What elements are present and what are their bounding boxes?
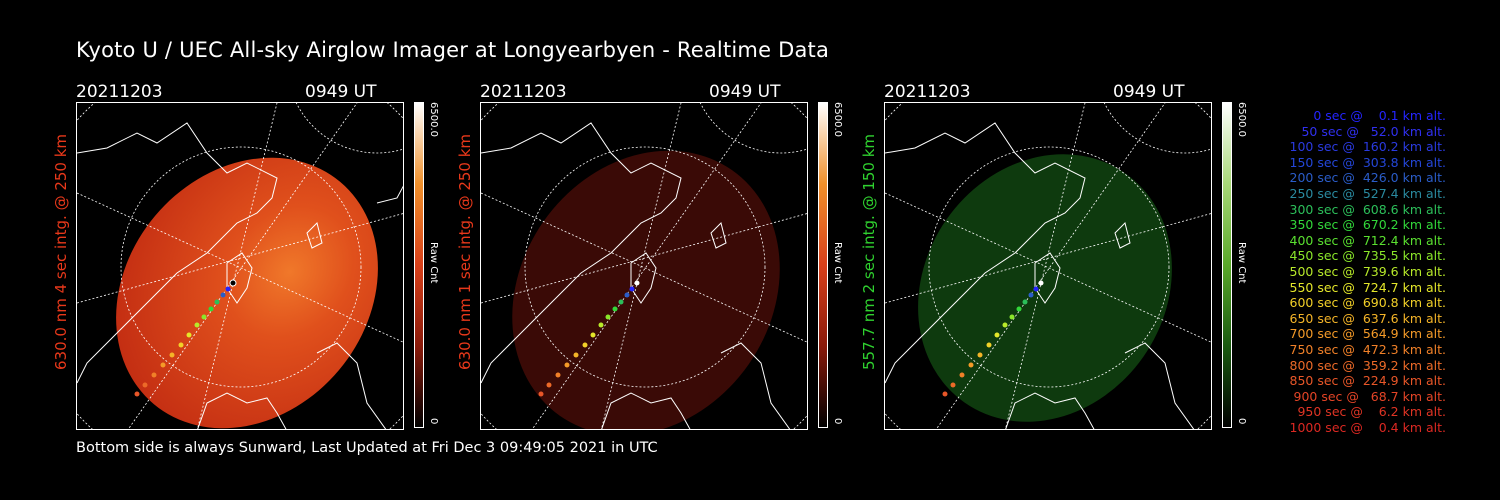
panel-date: 20211203 xyxy=(884,82,971,102)
airglow-disc xyxy=(918,154,1172,422)
panel-time: 0949 UT xyxy=(709,82,781,102)
colorbar xyxy=(1222,102,1232,428)
legend-row: 100 sec @ 160.2 km alt. xyxy=(1285,139,1447,155)
colorbar-min: 0 xyxy=(428,418,439,425)
colorbar-min: 0 xyxy=(1236,418,1247,425)
legend-row: 750 sec @ 472.3 km alt. xyxy=(1285,341,1447,357)
map-image xyxy=(481,103,807,429)
imager-panel-1: 20211203 0949 UT 630.0 nm 4 sec intg. @ … xyxy=(52,78,476,438)
colorbar-unit: Raw Cnt xyxy=(1236,242,1247,284)
legend-row: 850 sec @ 224.9 km alt. xyxy=(1285,373,1447,389)
legend-row: 900 sec @ 68.7 km alt. xyxy=(1289,388,1446,404)
panel-wavelength-label: 630.0 nm 1 sec intg. @ 250 km xyxy=(456,133,474,370)
legend-row: 150 sec @ 303.8 km alt. xyxy=(1285,154,1447,170)
panel-time: 0949 UT xyxy=(305,82,377,102)
allsky-map xyxy=(480,102,808,430)
colorbar-min: 0 xyxy=(832,418,843,425)
legend-row: 700 sec @ 564.9 km alt. xyxy=(1285,326,1447,342)
panel-date: 20211203 xyxy=(76,82,163,102)
colorbar-max: 6500.0 xyxy=(428,102,439,137)
legend-row: 250 sec @ 527.4 km alt. xyxy=(1285,185,1447,201)
colorbar-max: 6500.0 xyxy=(832,102,843,137)
airglow-disc xyxy=(116,157,378,429)
map-image xyxy=(885,103,1211,429)
legend-row: 400 sec @ 712.4 km alt. xyxy=(1285,232,1447,248)
legend-row: 0 sec @ 0.1 km alt. xyxy=(1301,108,1446,123)
legend-row: 950 sec @ 6.2 km alt. xyxy=(1293,404,1446,420)
colorbar-unit: Raw Cnt xyxy=(428,242,439,284)
panel-time: 0949 UT xyxy=(1113,82,1185,102)
allsky-map xyxy=(884,102,1212,430)
legend-row: 550 sec @ 724.7 km alt. xyxy=(1285,279,1447,295)
panel-wavelength-label: 630.0 nm 4 sec intg. @ 250 km xyxy=(52,133,70,370)
airglow-disc xyxy=(512,150,780,429)
allsky-map xyxy=(76,102,404,430)
legend-row: 350 sec @ 670.2 km alt. xyxy=(1285,217,1447,233)
legend-row: 800 sec @ 359.2 km alt. xyxy=(1285,357,1447,373)
panel-date: 20211203 xyxy=(480,82,567,102)
legend-row: 1000 sec @ 0.4 km alt. xyxy=(1289,419,1446,435)
imager-panel-3: 20211203 0949 UT 557.7 nm 2 sec intg. @ … xyxy=(860,78,1284,438)
map-image xyxy=(77,103,403,429)
legend-row: 300 sec @ 608.6 km alt. xyxy=(1285,201,1447,217)
legend-row: 450 sec @ 735.5 km alt. xyxy=(1285,248,1447,264)
trajectory-track xyxy=(942,280,1044,397)
colorbar-unit: Raw Cnt xyxy=(832,242,843,284)
legend-row: 650 sec @ 637.6 km alt. xyxy=(1285,310,1447,326)
footer-note: Bottom side is always Sunward, Last Upda… xyxy=(76,440,658,456)
legend-row: 50 sec @ 52.0 km alt. xyxy=(1293,123,1446,139)
legend-row: 500 sec @ 739.6 km alt. xyxy=(1285,263,1447,279)
trajectory-legend: 0 sec @ 0.1 km alt. 50 sec @ 52.0 km alt… xyxy=(1262,108,1447,435)
panel-wavelength-label: 557.7 nm 2 sec intg. @ 150 km xyxy=(860,133,878,370)
page-title: Kyoto U / UEC All-sky Airglow Imager at … xyxy=(76,38,830,62)
legend-row: 600 sec @ 690.8 km alt. xyxy=(1285,295,1447,311)
imager-panel-2: 20211203 0949 UT 630.0 nm 1 sec intg. @ … xyxy=(456,78,880,438)
trajectory-track xyxy=(134,279,237,397)
colorbar xyxy=(414,102,424,428)
legend-row: 200 sec @ 426.0 km alt. xyxy=(1285,170,1447,186)
trajectory-track xyxy=(538,280,640,397)
colorbar xyxy=(818,102,828,428)
colorbar-max: 6500.0 xyxy=(1236,102,1247,137)
